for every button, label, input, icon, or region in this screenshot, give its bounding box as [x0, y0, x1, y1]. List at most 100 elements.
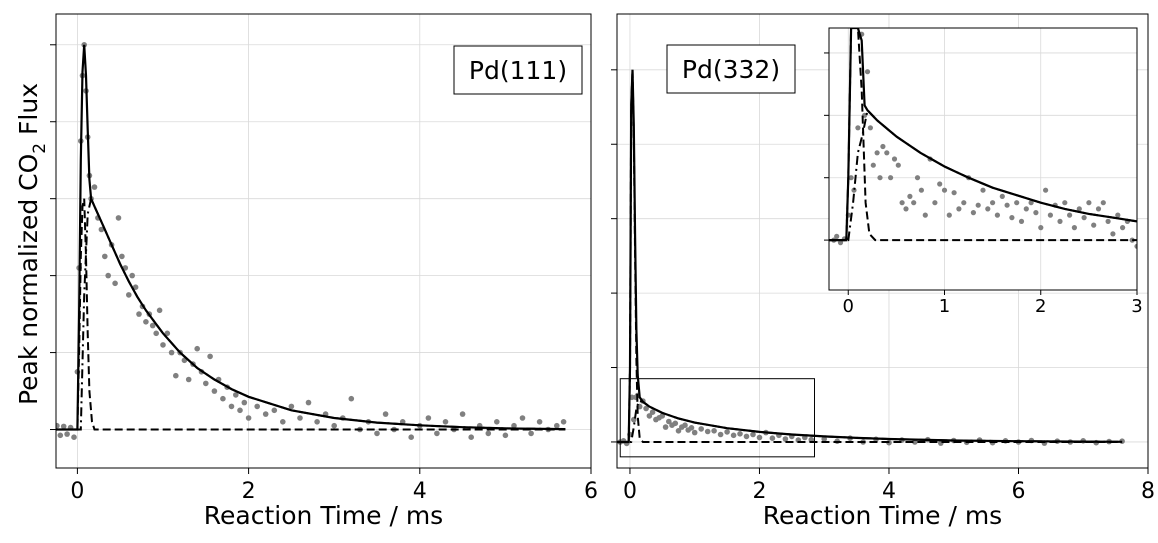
data-point — [884, 150, 890, 156]
data-point — [425, 415, 432, 421]
data-point — [228, 403, 235, 410]
data-point — [468, 434, 475, 441]
data-point — [891, 156, 898, 162]
data-point — [1105, 218, 1111, 224]
data-point — [922, 212, 928, 218]
axes-frame-pd332 — [616, 13, 1149, 469]
panel-title-box — [453, 45, 583, 95]
data-point — [1062, 200, 1068, 206]
data-point — [855, 125, 861, 131]
data-point — [782, 436, 789, 442]
data-point — [672, 420, 679, 427]
data-point — [102, 253, 108, 260]
data-point — [1134, 243, 1137, 249]
data-point — [105, 272, 111, 279]
data-point — [711, 428, 717, 434]
x-axis-label: Reaction Time / ms — [763, 501, 1002, 530]
data-point — [126, 292, 132, 298]
data-point — [314, 419, 320, 425]
data-point — [511, 422, 517, 429]
data-point — [750, 431, 756, 438]
x-tick-label: 2 — [242, 479, 256, 504]
data-point — [153, 330, 159, 337]
data-layer-pd111 — [56, 42, 567, 441]
y-axis-label-subscript: 2 — [30, 143, 50, 154]
data-point — [164, 330, 171, 337]
data-point — [91, 184, 98, 190]
data-point — [149, 322, 156, 329]
data-point — [60, 423, 67, 430]
y-axis-label: Peak normalized CO2 Flux — [14, 83, 50, 405]
data-point — [288, 403, 295, 410]
data-point — [1028, 200, 1034, 206]
data-point — [870, 162, 876, 168]
data-point — [233, 392, 239, 398]
data-point — [1115, 212, 1121, 218]
data-point — [57, 432, 64, 439]
panel-pd332_inset: 0 1 2 3 — [824, 27, 1143, 317]
data-layer-pd332_inset — [829, 28, 1137, 249]
data-point — [911, 200, 917, 206]
data-point — [1091, 222, 1097, 228]
data-point — [956, 206, 962, 212]
data-point — [743, 433, 750, 440]
data-point — [136, 311, 142, 317]
data-point — [143, 319, 149, 325]
data-point — [1057, 218, 1063, 224]
data-point — [245, 415, 252, 421]
data-point — [1076, 206, 1082, 212]
data-point — [985, 206, 991, 212]
data-point — [560, 419, 567, 425]
data-point — [494, 419, 500, 425]
axes-frame-pd111 — [55, 13, 592, 469]
data-point — [1071, 225, 1077, 231]
data-point — [864, 69, 871, 75]
panel-pd111: 0 2 4 6 Reaction Time / ms Pd(111) — [50, 13, 598, 530]
data-point — [941, 187, 948, 193]
data-point — [682, 422, 688, 429]
data-point — [271, 407, 278, 414]
slow-component-line — [617, 399, 1123, 443]
data-point — [1081, 215, 1087, 221]
data-point — [1120, 225, 1126, 231]
data-point — [203, 380, 209, 387]
data-point — [994, 212, 1001, 218]
data-point — [98, 226, 105, 233]
data-point — [688, 425, 695, 431]
data-point — [115, 215, 122, 221]
data-point — [519, 415, 526, 421]
x-tick-label: 0 — [623, 479, 637, 504]
data-point — [119, 253, 125, 260]
data-point — [1009, 215, 1015, 221]
data-point — [730, 432, 737, 439]
data-point — [254, 403, 260, 410]
data-point — [643, 405, 649, 412]
data-point — [56, 422, 60, 429]
y-axis-label-suffix: Flux — [14, 83, 43, 143]
data-point — [237, 407, 243, 414]
data-point — [554, 422, 560, 429]
data-point — [848, 175, 854, 181]
data-point — [64, 431, 70, 437]
data-point — [666, 418, 672, 425]
data-point — [717, 431, 724, 438]
data-point — [1018, 218, 1025, 224]
panel-title-box — [666, 44, 796, 94]
data-point — [662, 424, 669, 430]
x-tick-label: 8 — [1141, 479, 1155, 504]
data-point — [646, 413, 653, 419]
data-point — [990, 200, 996, 206]
data-point — [946, 212, 952, 218]
data-point — [999, 193, 1005, 199]
data-point — [980, 187, 986, 193]
data-point — [874, 150, 880, 156]
x-tick-label: 3 — [1131, 296, 1142, 317]
data-point — [867, 125, 874, 131]
data-point — [1004, 202, 1010, 208]
data-layer-pd332 — [617, 69, 1125, 447]
data-point — [769, 435, 776, 442]
data-point — [1023, 206, 1029, 212]
data-point — [442, 419, 449, 425]
